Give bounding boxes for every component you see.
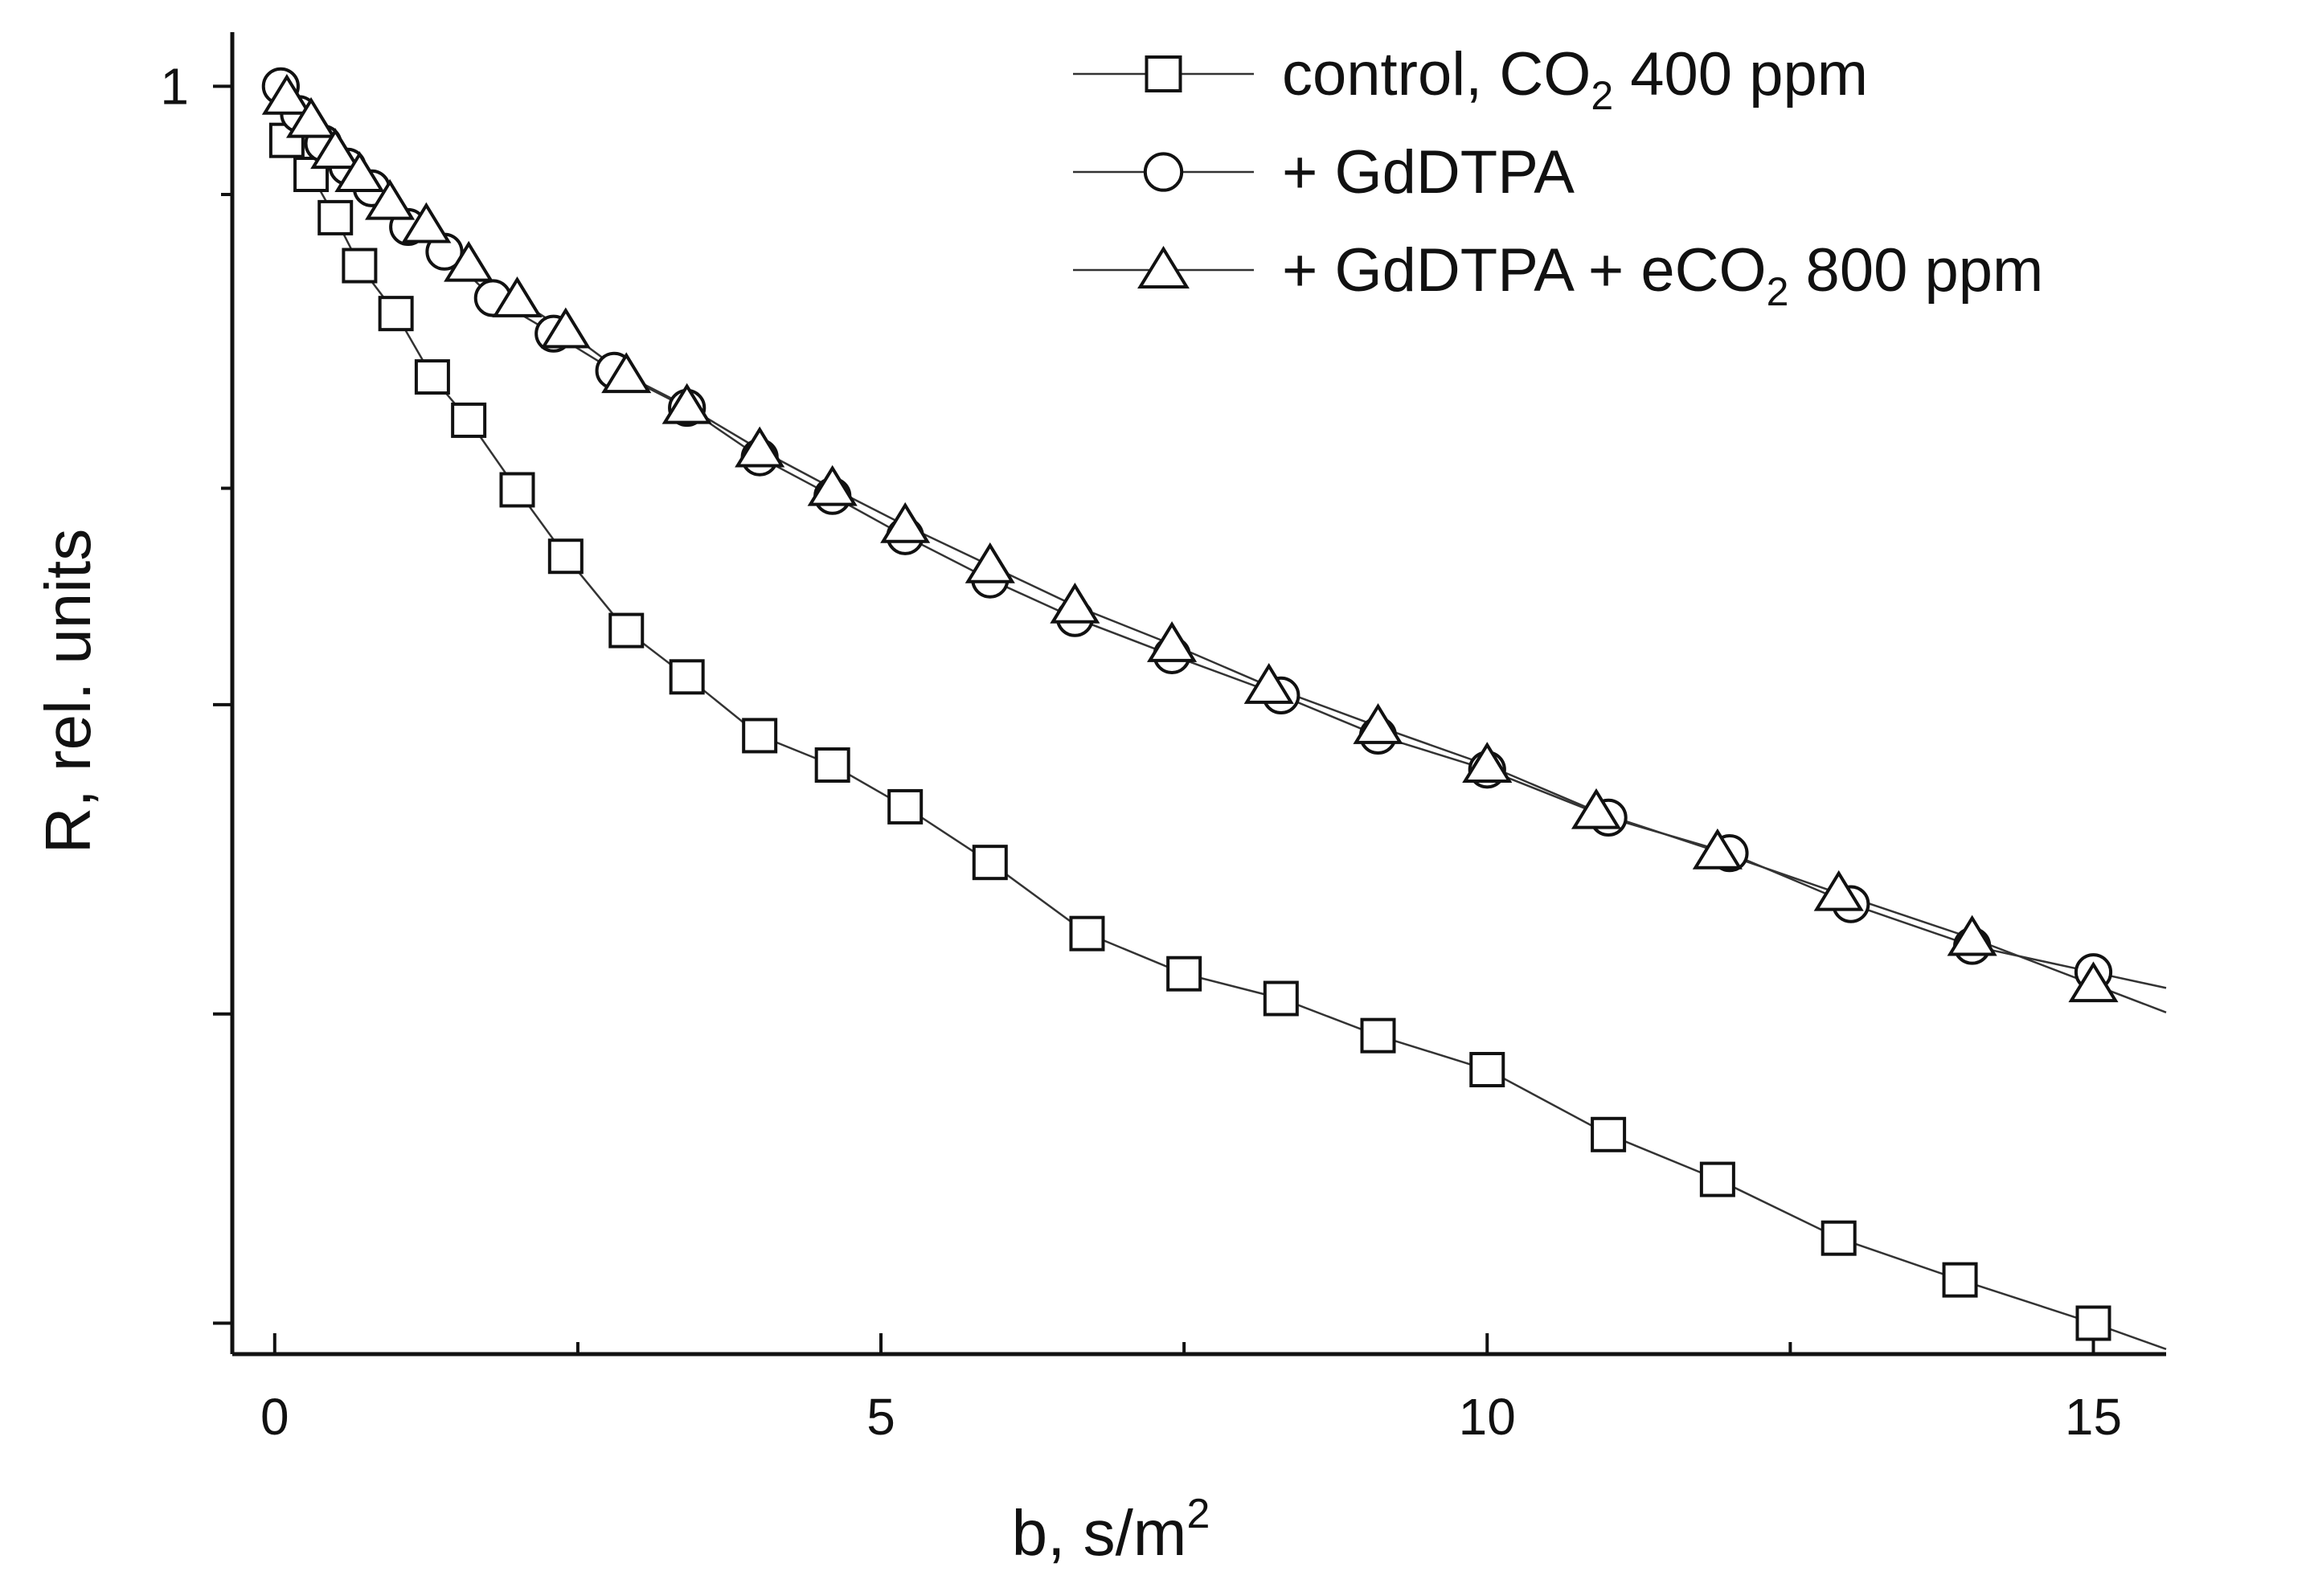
data-point-triangle: [1462, 742, 1513, 783]
data-point-square: [342, 248, 378, 284]
data-point-square: [499, 472, 535, 508]
data-point-triangle: [1692, 828, 1743, 870]
legend-label-main: control, CO: [1282, 40, 1591, 108]
data-point-triangle: [261, 73, 312, 115]
legend-label-main: + GdDTPA + eCO: [1282, 236, 1767, 305]
data-point-triangle: [2068, 961, 2119, 1003]
legend-label: + GdDTPA + eCO2 800 ppm: [1282, 236, 2043, 314]
data-point-triangle: [310, 128, 361, 170]
data-point-triangle: [1050, 582, 1100, 624]
data-point-square: [378, 296, 414, 332]
data-point-square: [1591, 1116, 1627, 1152]
legend-label-rest: 800 ppm: [1788, 236, 2043, 305]
data-point-triangle: [1146, 621, 1198, 662]
x-axis-title: b, s/m2: [1012, 1491, 1210, 1569]
series-line-circle: [280, 85, 2167, 989]
x-tick-label: 0: [260, 1388, 289, 1446]
data-point-triangle: [1947, 915, 1997, 956]
data-point-triangle: [735, 426, 785, 468]
data-point-square: [547, 538, 584, 575]
data-point-square: [1942, 1262, 1978, 1298]
data-point-square: [1360, 1017, 1396, 1054]
data-point-square: [1069, 915, 1105, 951]
data-point-square: [742, 718, 778, 754]
legend-label: + GdDTPA: [1282, 138, 1575, 207]
y-tick-label: 1: [160, 57, 189, 115]
series-markers: [261, 67, 2119, 1341]
data-point-square: [972, 845, 1008, 881]
data-point-square: [451, 402, 487, 438]
data-point-triangle: [285, 96, 337, 138]
x-axis-title-superscript: 2: [1186, 1491, 1210, 1537]
data-point-square: [317, 199, 354, 235]
data-point-triangle: [444, 240, 494, 282]
data-point-triangle: [601, 352, 652, 394]
y-ticks: 1: [160, 57, 232, 1325]
data-point-triangle: [334, 151, 385, 193]
legend-label: control, CO2 400 ppm: [1282, 40, 1868, 118]
data-point-square: [608, 612, 645, 649]
data-point-triangle: [807, 464, 858, 506]
x-tick-label: 15: [2065, 1388, 2122, 1446]
data-point-square: [887, 788, 924, 825]
data-point-triangle: [365, 178, 416, 220]
axes-frame: [230, 32, 2166, 1357]
x-axis-title-text: b, s/m: [1012, 1497, 1187, 1569]
legend-label-rest: 400 ppm: [1613, 40, 1868, 108]
x-ticks: 0 5 10 15: [260, 1333, 2122, 1446]
data-point-square: [1263, 980, 1299, 1017]
legend-label-subscript: 2: [1767, 269, 1789, 314]
data-point-square: [414, 359, 450, 395]
legend-marker-triangle: [1137, 245, 1190, 289]
data-point-square: [814, 747, 850, 783]
x-tick-label: 5: [866, 1388, 895, 1446]
data-point-triangle: [1243, 663, 1294, 704]
data-point-triangle: [540, 307, 591, 349]
data-point-square: [1699, 1161, 1735, 1197]
data-point-square: [669, 659, 705, 695]
data-point-triangle: [1353, 703, 1403, 744]
data-point-square: [1821, 1220, 1857, 1256]
data-point-square: [2075, 1305, 2111, 1341]
legend: control, CO2 400 ppm+ GdDTPA+ GdDTPA + e…: [1073, 40, 2043, 314]
data-point-triangle: [492, 276, 543, 317]
legend-label-main: + GdDTPA: [1282, 138, 1575, 207]
data-point-triangle: [880, 501, 931, 543]
data-point-triangle: [661, 383, 712, 424]
legend-marker-circle: [1143, 152, 1184, 192]
data-point-triangle: [965, 542, 1015, 583]
data-point-square: [1166, 956, 1202, 992]
data-point-triangle: [1571, 788, 1622, 829]
data-point-square: [1469, 1051, 1505, 1087]
y-axis-title: R, rel. units: [32, 529, 104, 854]
legend-label-subscript: 2: [1591, 73, 1613, 118]
legend-marker-square: [1145, 55, 1182, 92]
x-tick-label: 10: [1459, 1388, 1516, 1446]
data-point-triangle: [401, 202, 452, 243]
data-point-triangle: [1813, 870, 1864, 911]
